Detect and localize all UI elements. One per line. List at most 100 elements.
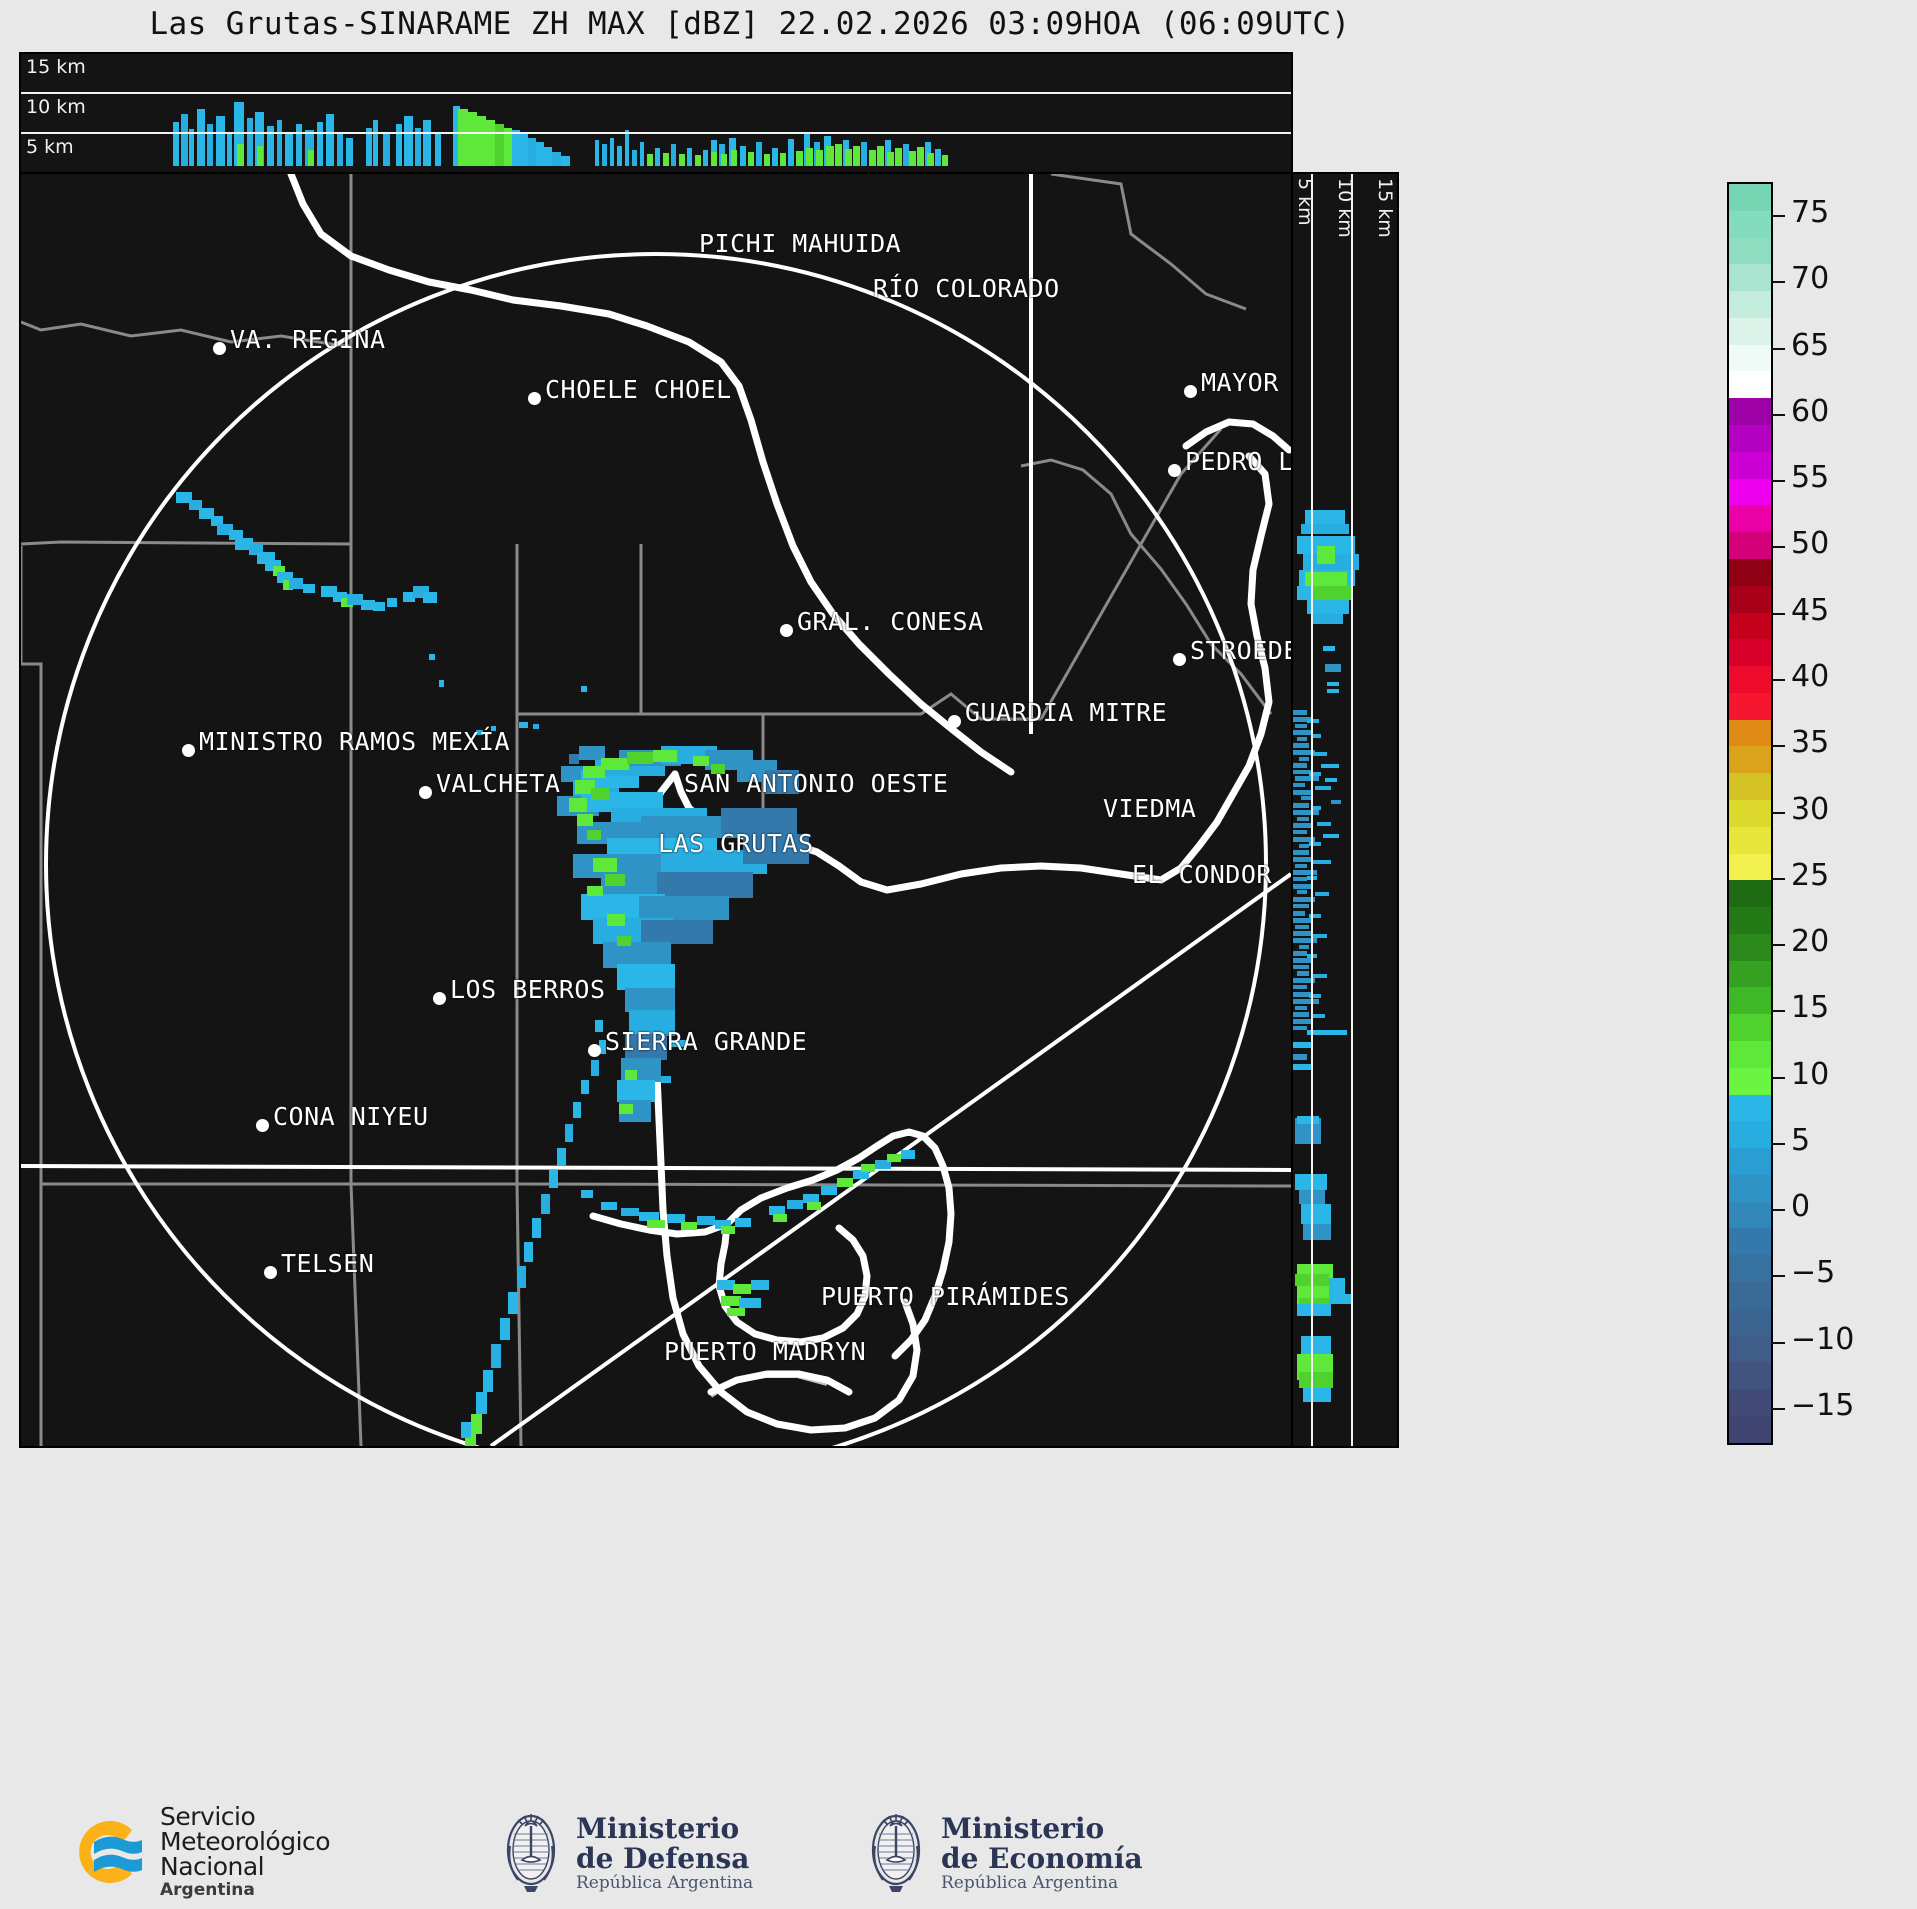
height-gridline-10km-v [1351, 174, 1353, 1446]
colorbar-segment [1729, 1255, 1771, 1283]
colorbar-tick [1771, 1076, 1785, 1079]
top-cross-section-echoes [173, 102, 948, 166]
colorbar-tick [1771, 480, 1785, 483]
ministry-of-economy-logo: Ministerio de Economía República Argenti… [865, 1808, 1143, 1898]
colorbar-tick [1771, 944, 1785, 947]
colorbar-tick-label: 15 [1791, 990, 1830, 1026]
colorbar-tick-label: 0 [1791, 1189, 1811, 1225]
city-label: SIERRA GRANDE [605, 1027, 808, 1056]
colorbar-tick [1771, 1407, 1785, 1410]
mindef-line-1: Ministerio [576, 1812, 740, 1846]
colorbar-segment [1729, 505, 1771, 533]
colorbar-segment [1729, 1148, 1771, 1175]
colorbar-segment [1729, 1362, 1771, 1390]
colorbar-tick [1771, 1142, 1785, 1145]
colorbar-segment [1729, 666, 1771, 693]
colorbar-tick [1771, 745, 1785, 748]
rightxs-label-5km: 5 km [1294, 178, 1316, 226]
smn-line-1: Servicio [160, 1802, 256, 1831]
city-label: TELSEN [281, 1249, 375, 1278]
colorbar-tick-label: 55 [1791, 460, 1830, 496]
colorbar-segment [1729, 933, 1771, 961]
colorbar-tick-label: 45 [1791, 592, 1830, 628]
colorbar-tick [1771, 612, 1785, 615]
city-dot-icon [182, 744, 195, 757]
colorbar-tick-label: 35 [1791, 725, 1830, 761]
footer-logos: Servicio Meteorológico Nacional Argentin… [0, 1800, 1917, 1909]
mindef-wordmark: Ministerio de Defensa República Argentin… [576, 1812, 754, 1893]
colorbar-segment [1729, 639, 1771, 667]
colorbar-tick-label: 30 [1791, 791, 1830, 827]
colorbar-segment [1729, 1282, 1771, 1309]
argentina-coat-of-arms-icon [500, 1808, 562, 1898]
colorbar [1727, 182, 1773, 1445]
colorbar-segment [1729, 237, 1771, 265]
colorbar-segment [1729, 960, 1771, 988]
colorbar-tick [1771, 215, 1785, 218]
city-label: PEDRO L [1185, 447, 1293, 476]
radar-echo-layer [176, 492, 915, 1446]
colorbar-segment [1729, 317, 1771, 345]
colorbar-tick-label: −10 [1791, 1321, 1855, 1357]
city-dot-icon [1173, 653, 1186, 666]
rightxs-label-10km: 10 km [1334, 178, 1356, 238]
smn-line-3: Nacional [160, 1852, 265, 1881]
colorbar-segment [1729, 1121, 1771, 1149]
radar-map-panel[interactable]: PICHI MAHUIDA RÍO COLORADO VA. REGINA CHOEL… [19, 172, 1293, 1448]
colorbar-tick-label: 25 [1791, 857, 1830, 893]
colorbar-segment [1729, 1094, 1771, 1122]
height-gridline-15km [21, 92, 1291, 94]
city-label: RÍO COLORADO [873, 274, 1060, 303]
colorbar-segment [1729, 451, 1771, 479]
colorbar-segment [1729, 558, 1771, 586]
mindef-country: República Argentina [576, 1872, 754, 1893]
city-dot-icon [1184, 385, 1197, 398]
radar-range-ring [44, 252, 1268, 1446]
city-label: STROEDE [1190, 636, 1293, 665]
colorbar-tick [1771, 877, 1785, 880]
colorbar-segment [1729, 1335, 1771, 1363]
smn-logo: Servicio Meteorológico Nacional Argentin… [60, 1802, 331, 1899]
mineco-wordmark: Ministerio de Economía República Argenti… [941, 1812, 1143, 1892]
argentina-coat-of-arms-icon-2 [865, 1808, 927, 1898]
colorbar-tick-label: −15 [1791, 1387, 1855, 1423]
colorbar-segment [1729, 1228, 1771, 1256]
colorbar-tick [1771, 1341, 1785, 1344]
colorbar-tick [1771, 678, 1785, 681]
topxs-label-15km: 15 km [26, 56, 86, 78]
city-label: LOS BERROS [450, 975, 606, 1004]
colorbar-tick [1771, 1209, 1785, 1212]
city-label: PICHI MAHUIDA [699, 229, 902, 258]
city-dot-icon [528, 392, 541, 405]
colorbar-tick [1771, 1275, 1785, 1278]
page-title: Las Grutas-SINARAME ZH MAX [dBZ] 22.02.2… [149, 6, 1351, 42]
colorbar-segment [1729, 291, 1771, 318]
colorbar-tick-label: 50 [1791, 526, 1830, 562]
height-gridline-5km-v [1311, 174, 1313, 1446]
colorbar-segment [1729, 425, 1771, 452]
mineco-line-1: Ministerio [941, 1812, 1105, 1846]
city-dot-icon [264, 1266, 277, 1279]
map-vector-layer [21, 174, 1291, 1446]
mineco-line-2: de Economía [941, 1841, 1143, 1875]
colorbar-segment [1729, 1415, 1771, 1443]
colorbar-tick [1771, 1010, 1785, 1013]
colorbar-segment [1729, 692, 1771, 720]
city-label: PUERTO PIRÁMIDES [821, 1282, 1070, 1311]
colorbar-segment [1729, 344, 1771, 372]
colorbar-tick-label: 60 [1791, 393, 1830, 429]
smn-wordmark: Servicio Meteorológico Nacional Argentin… [160, 1802, 331, 1899]
city-label: EL CONDOR [1132, 860, 1272, 889]
colorbar-segment [1729, 1067, 1771, 1095]
colorbar-tick-label: 65 [1791, 327, 1830, 363]
city-label: PUERTO MADRYN [664, 1337, 867, 1366]
smn-ring-icon [60, 1809, 146, 1895]
city-label: VIEDMA [1103, 794, 1197, 823]
colorbar-tick [1771, 811, 1785, 814]
city-label: MINISTRO RAMOS MEXÍA [199, 727, 511, 756]
colorbar-segment [1729, 719, 1771, 747]
height-gridline-10km [21, 132, 1291, 134]
city-label: GUARDIA MITRE [965, 698, 1168, 727]
city-dot-icon [948, 715, 961, 728]
colorbar-segment [1729, 799, 1771, 827]
